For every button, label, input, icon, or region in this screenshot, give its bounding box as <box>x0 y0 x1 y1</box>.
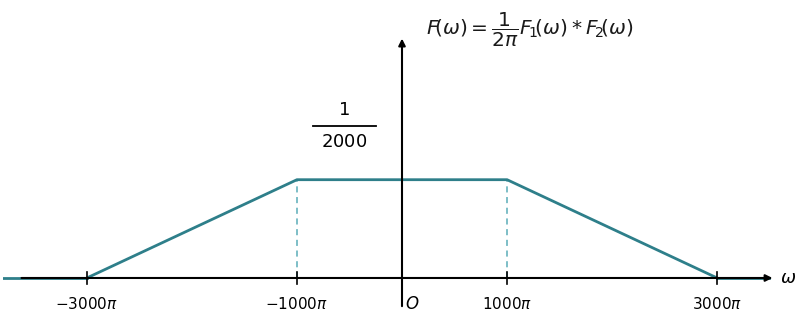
Text: $-1000\pi$: $-1000\pi$ <box>265 296 328 312</box>
Text: $1000\pi$: $1000\pi$ <box>481 296 532 312</box>
Text: $1$: $1$ <box>338 101 349 119</box>
Text: $-3000\pi$: $-3000\pi$ <box>55 296 118 312</box>
Text: $2000$: $2000$ <box>320 133 367 150</box>
Text: $3000\pi$: $3000\pi$ <box>691 296 741 312</box>
Text: $O$: $O$ <box>404 296 418 313</box>
Text: $\omega$: $\omega$ <box>779 269 795 287</box>
Text: $\mathit{F}\!\left(\omega\right)=\dfrac{1}{2\pi}\mathit{F}_{\!1}\!\left(\omega\r: $\mathit{F}\!\left(\omega\right)=\dfrac{… <box>426 11 633 49</box>
